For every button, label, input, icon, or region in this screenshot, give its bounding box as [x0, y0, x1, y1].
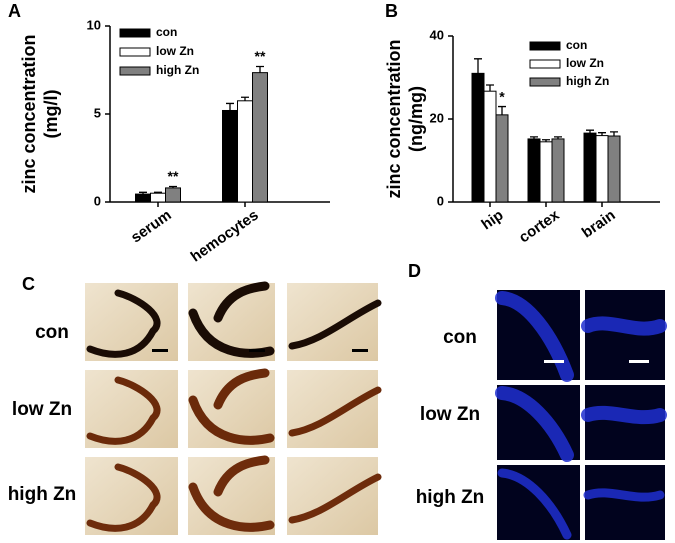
error-bar [486, 84, 494, 92]
bar [595, 135, 609, 203]
y-tick-label: 0 [437, 193, 444, 208]
legend-swatch [119, 47, 151, 57]
bar [135, 193, 151, 203]
scale-bar [249, 349, 265, 352]
panel-label: D [408, 261, 421, 281]
error-bar [256, 65, 264, 73]
y-tick-label: 20 [430, 110, 444, 125]
scale-bar [152, 349, 168, 352]
bar [237, 100, 253, 203]
cell-layer [188, 455, 275, 532]
row-label: con [443, 327, 477, 348]
row-label: low Zn [420, 404, 480, 425]
cell-layer [188, 281, 275, 358]
cell-layer [86, 463, 161, 532]
cell-layer [497, 468, 572, 540]
image [585, 290, 665, 380]
scale-bar [629, 360, 649, 363]
cell-layer [288, 473, 382, 524]
bar [252, 72, 268, 203]
legend-swatch [529, 41, 561, 51]
row-label: high Zn [8, 484, 77, 505]
y-axis-label: zinc concentration [19, 34, 39, 193]
error-bar [226, 102, 234, 111]
image [585, 465, 665, 540]
bar [539, 141, 553, 203]
bar [483, 90, 497, 203]
x-tick-label: hip [478, 207, 506, 234]
panel-label: B [385, 1, 398, 21]
significance-mark: ** [255, 48, 266, 64]
cell-layer [86, 289, 161, 358]
error-bar [586, 129, 594, 134]
error-bar [169, 185, 177, 188]
legend-swatch [119, 28, 151, 38]
legend-label: con [566, 38, 587, 52]
scale-bar [352, 349, 368, 352]
legend-label: high Zn [156, 63, 199, 77]
y-axis-label: (ng/mg) [406, 86, 426, 152]
cell-layer [581, 316, 667, 336]
row-label: low Zn [12, 399, 72, 420]
cell-layer [288, 299, 382, 350]
cell-layer [581, 405, 667, 425]
y-tick-label: 40 [430, 27, 444, 42]
legend-swatch [529, 59, 561, 69]
row-label: high Zn [416, 487, 485, 508]
error-bar [498, 105, 506, 115]
y-tick-label: 10 [87, 17, 101, 32]
legend-label: con [156, 25, 177, 39]
panel-label: A [8, 1, 21, 21]
x-tick-label: brain [579, 207, 619, 242]
bar [495, 114, 509, 203]
y-axis-label: zinc concentration [384, 39, 404, 198]
image [287, 283, 378, 361]
x-tick-label: hemocytes [188, 207, 262, 266]
bar [551, 138, 565, 203]
error-bar [530, 136, 538, 139]
cell-layer [188, 368, 275, 445]
bar [150, 192, 166, 203]
bar [583, 132, 597, 203]
cell-layer [288, 386, 382, 437]
error-bar [554, 136, 562, 139]
cell-layer [495, 386, 574, 462]
scale-bar [544, 360, 564, 363]
x-tick-label: serum [128, 207, 175, 247]
legend-swatch [119, 66, 151, 76]
bar [527, 138, 541, 203]
image [287, 370, 378, 448]
error-bar [598, 132, 606, 136]
bar [222, 109, 238, 203]
image [287, 457, 378, 535]
bar [607, 135, 621, 203]
fluorescence-images [495, 290, 667, 540]
cell-layer [86, 376, 161, 445]
x-tick-label: cortex [516, 206, 563, 246]
y-tick-label: 5 [94, 105, 101, 120]
significance-mark: * [499, 88, 505, 104]
error-bar [474, 58, 482, 74]
row-label: con [35, 322, 69, 343]
legend-swatch [529, 77, 561, 87]
error-bar [542, 139, 550, 142]
bar [471, 72, 485, 203]
error-bar [139, 191, 147, 195]
legend-label: low Zn [566, 56, 604, 70]
cell-layer [583, 488, 665, 502]
y-axis-label: (mg/l) [41, 90, 61, 139]
panel-label: C [22, 274, 35, 294]
legend-label: high Zn [566, 74, 609, 88]
y-tick-label: 0 [94, 193, 101, 208]
error-bar [154, 191, 162, 194]
histology-images [85, 281, 382, 535]
legend-label: low Zn [156, 44, 194, 58]
error-bar [241, 96, 249, 101]
bar [165, 187, 181, 203]
significance-mark: ** [168, 168, 179, 184]
error-bar [610, 131, 618, 137]
